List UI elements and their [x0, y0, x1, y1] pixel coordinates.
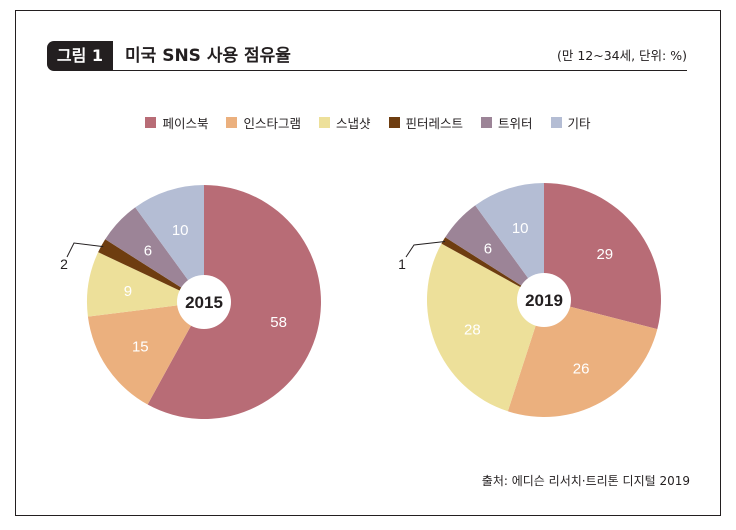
- slice-value-label: 9: [124, 283, 132, 300]
- legend-swatch: [550, 117, 562, 128]
- pie-slice: [135, 185, 204, 302]
- pie-slice: [426, 243, 544, 412]
- legend-swatch: [226, 117, 238, 128]
- legend: 페이스북 인스타그램 스냅샷 핀터레스트 트위터 기타: [0, 113, 736, 132]
- center-year-label: 2015: [185, 293, 223, 312]
- legend-swatch: [318, 117, 330, 128]
- pie-slice: [507, 300, 658, 417]
- pie-chart-2019: 29 26 28 1 6 10 2019: [398, 183, 661, 417]
- center-circle: [517, 273, 571, 327]
- slice-value-label: 26: [573, 361, 590, 378]
- pie-slice: [86, 252, 204, 317]
- figure-frame: [15, 10, 721, 516]
- legend-label: 페이스북: [162, 116, 209, 131]
- center-year-label: 2019: [525, 291, 563, 310]
- pie-slice: [441, 237, 544, 300]
- pie-chart-2015: 58 15 9 2 6 10 2015: [60, 185, 321, 420]
- slice-value-label: 29: [596, 246, 613, 263]
- legend-swatch: [145, 117, 157, 128]
- center-circle: [177, 275, 231, 329]
- legend-label: 인스타그램: [243, 116, 301, 131]
- pie-slice: [87, 302, 204, 405]
- legend-label: 스냅샷: [335, 116, 371, 131]
- slice-value-label: 1: [398, 256, 406, 272]
- pie-slice: [98, 239, 204, 302]
- legend-item: 핀터레스트: [388, 113, 464, 132]
- slice-value-label: 15: [132, 338, 149, 355]
- legend-label: 핀터레스트: [405, 116, 464, 131]
- slice-value-label: 6: [144, 242, 152, 259]
- pie-slice: [475, 183, 544, 300]
- legend-item: 트위터: [481, 113, 533, 132]
- figure-title: 미국 SNS 사용 점유율: [125, 46, 291, 66]
- legend-label: 기타: [567, 116, 591, 131]
- legend-swatch: [481, 117, 493, 128]
- figure-label: 그림 1: [47, 41, 113, 71]
- header-rule: [113, 70, 687, 71]
- slice-value-label: 10: [172, 222, 189, 239]
- figure-header: 그림 1 미국 SNS 사용 점유율 (만 12~34세, 단위: %): [47, 41, 687, 71]
- legend-item: 페이스북: [145, 113, 208, 132]
- source-note: 출처: 에디슨 리서치·트리톤 디지털 2019: [481, 474, 690, 488]
- legend-item: 인스타그램: [226, 113, 301, 132]
- callout-line: [405, 241, 446, 258]
- unit-note: (만 12~34세, 단위: %): [556, 48, 687, 63]
- callout-line: [66, 242, 104, 258]
- legend-label: 트위터: [498, 116, 533, 131]
- pie-slice: [105, 207, 204, 302]
- slice-value-label: 58: [270, 314, 287, 331]
- legend-item: 스냅샷: [318, 113, 371, 132]
- slice-value-label: 2: [60, 256, 68, 272]
- legend-swatch: [388, 117, 400, 128]
- legend-item: 기타: [550, 113, 591, 132]
- slice-value-label: 28: [464, 321, 481, 338]
- slice-value-label: 10: [512, 220, 529, 237]
- pie-slice: [544, 183, 661, 330]
- pie-slice: [445, 205, 544, 300]
- slice-value-label: 6: [484, 240, 492, 257]
- pie-slice: [147, 185, 321, 420]
